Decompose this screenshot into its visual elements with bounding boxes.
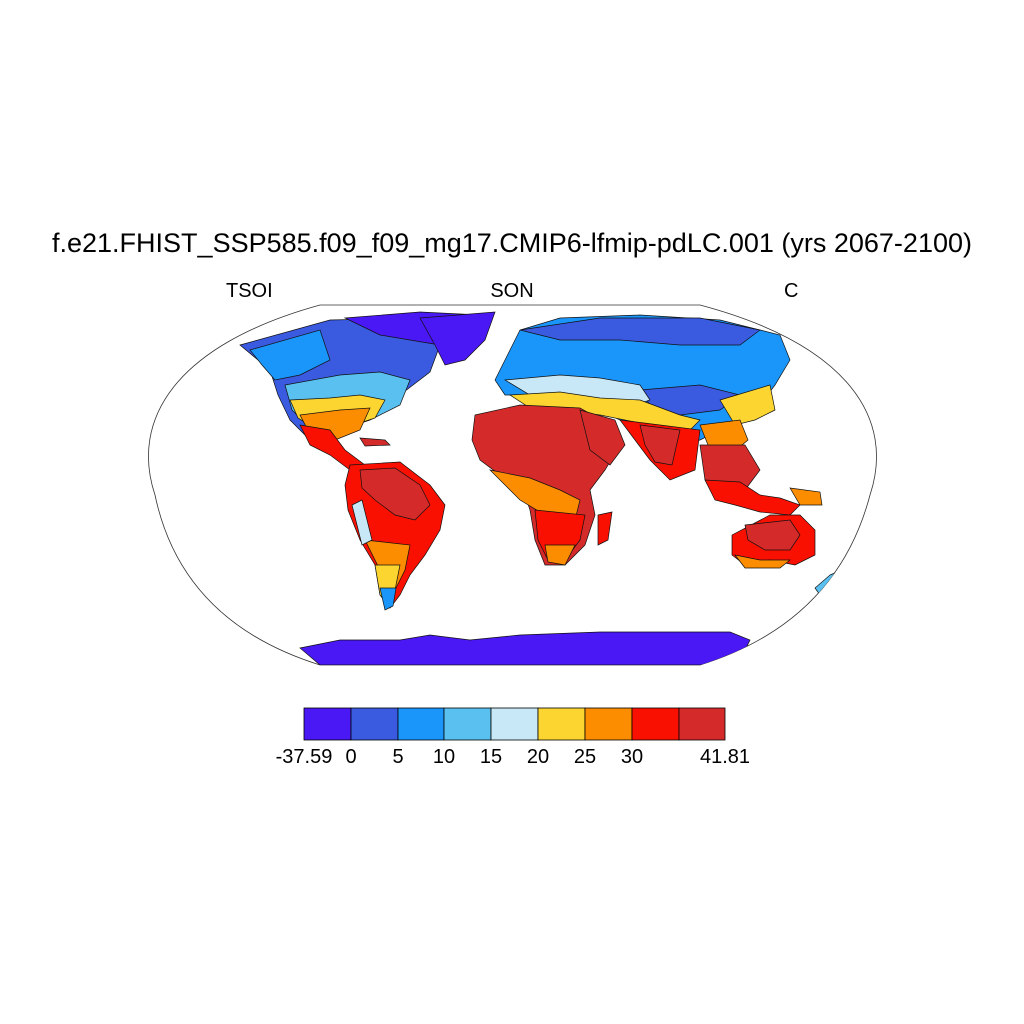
colorbar-tick-label: 41.81: [699, 746, 751, 768]
south-america-landmass: [344, 461, 446, 611]
units-label: C: [784, 280, 799, 302]
colorbar-tick-label: 30: [620, 746, 644, 768]
indonesia-landmass: [704, 479, 823, 516]
colorbar-tick-label: 0: [345, 746, 357, 768]
colorbar-bin-6: [537, 707, 586, 741]
colorbar-tick-label: 20: [526, 746, 550, 768]
colorbar-bin-9: [678, 707, 726, 741]
colorbar-bin-3: [397, 707, 445, 741]
colorbar-tick-label: 15: [479, 746, 503, 768]
australia-landmass: [731, 514, 816, 569]
colorbar-bin-8: [631, 707, 680, 741]
colorbar-bin-2: [350, 707, 399, 741]
colorbar-tick-label: 5: [392, 746, 404, 768]
colorbar-bin-5: [490, 707, 539, 741]
colorbar-bin-4: [443, 707, 492, 741]
colorbar-bin-1: [303, 707, 352, 741]
colorbar-tick-label: 10: [432, 746, 456, 768]
africa-landmass: [471, 404, 626, 566]
colorbar-tick-label: -37.59: [275, 746, 333, 768]
colorbar: [303, 707, 726, 741]
greenland-landmass: [419, 311, 496, 366]
eurasia-landmass: [494, 314, 791, 496]
colorbar-tick-label: 25: [573, 746, 597, 768]
season-label: SON: [490, 280, 534, 302]
colorbar-bin-7: [584, 707, 633, 741]
variable-label: TSOI: [226, 280, 273, 302]
plot-title: f.e21.FHIST_SSP585.f09_f09_mg17.CMIP6-lf…: [52, 228, 972, 258]
caribbean-islands: [359, 437, 391, 447]
